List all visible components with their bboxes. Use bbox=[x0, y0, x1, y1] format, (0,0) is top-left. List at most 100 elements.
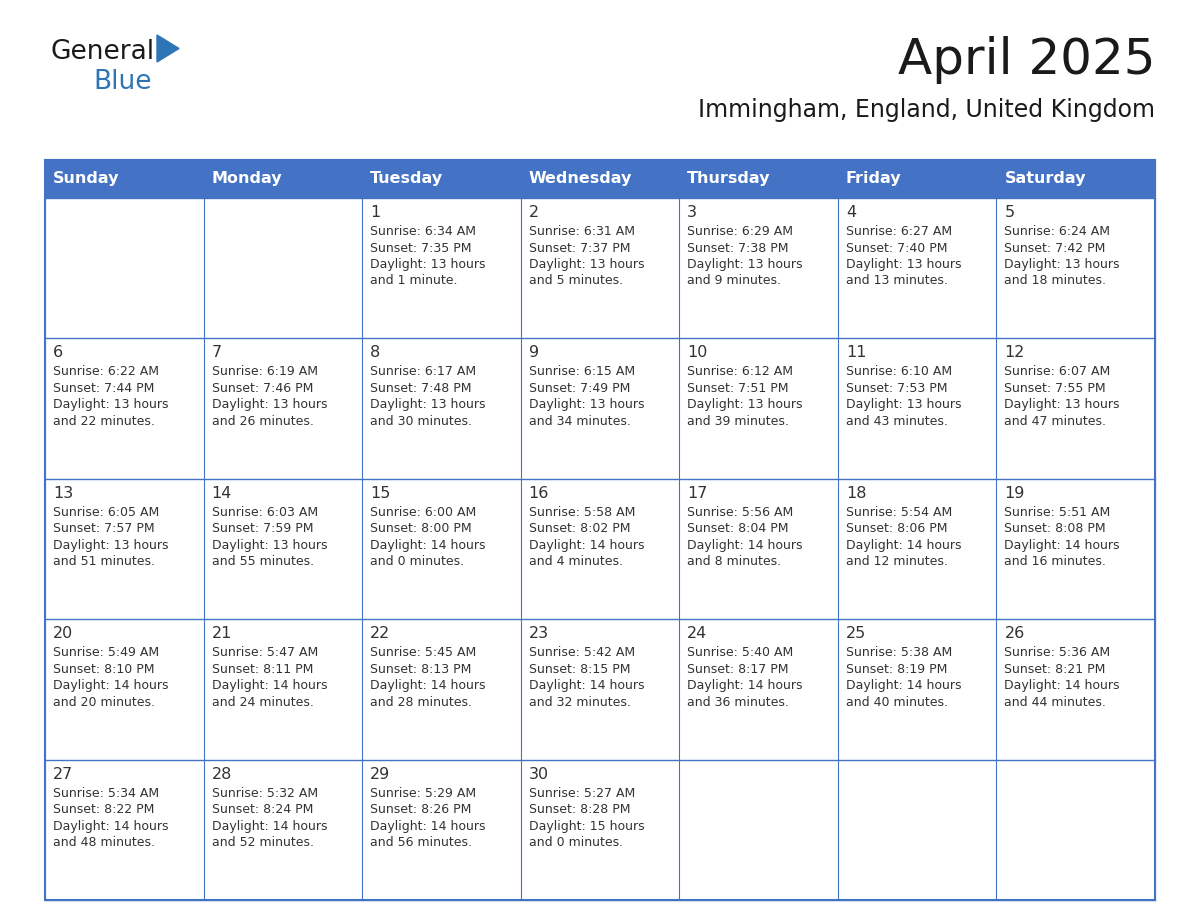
Text: Sunset: 8:13 PM: Sunset: 8:13 PM bbox=[371, 663, 472, 676]
Bar bbox=[520, 339, 680, 479]
Text: Daylight: 14 hours: Daylight: 14 hours bbox=[211, 679, 327, 692]
Text: Sunset: 8:22 PM: Sunset: 8:22 PM bbox=[53, 803, 154, 816]
Text: 22: 22 bbox=[371, 626, 391, 641]
Text: Sunrise: 5:51 AM: Sunrise: 5:51 AM bbox=[1004, 506, 1111, 519]
Text: Friday: Friday bbox=[846, 172, 902, 186]
Text: Sunrise: 6:22 AM: Sunrise: 6:22 AM bbox=[53, 365, 159, 378]
Text: 3: 3 bbox=[688, 205, 697, 220]
Text: Immingham, England, United Kingdom: Immingham, England, United Kingdom bbox=[699, 98, 1155, 122]
Bar bbox=[838, 339, 997, 479]
Text: Sunset: 8:28 PM: Sunset: 8:28 PM bbox=[529, 803, 630, 816]
Text: and 51 minutes.: and 51 minutes. bbox=[53, 555, 154, 568]
Text: and 30 minutes.: and 30 minutes. bbox=[371, 415, 472, 428]
Text: Sunset: 7:57 PM: Sunset: 7:57 PM bbox=[53, 522, 154, 535]
Text: Daylight: 14 hours: Daylight: 14 hours bbox=[371, 820, 486, 833]
Text: Thursday: Thursday bbox=[688, 172, 771, 186]
Bar bbox=[520, 198, 680, 339]
Text: 24: 24 bbox=[688, 626, 708, 641]
Text: 6: 6 bbox=[53, 345, 63, 361]
Text: Sunset: 8:10 PM: Sunset: 8:10 PM bbox=[53, 663, 154, 676]
Text: Tuesday: Tuesday bbox=[371, 172, 443, 186]
Text: 21: 21 bbox=[211, 626, 232, 641]
Bar bbox=[838, 759, 997, 900]
Text: Daylight: 14 hours: Daylight: 14 hours bbox=[53, 679, 169, 692]
Text: Sunset: 7:44 PM: Sunset: 7:44 PM bbox=[53, 382, 154, 395]
Text: Daylight: 13 hours: Daylight: 13 hours bbox=[846, 398, 961, 411]
Text: 1: 1 bbox=[371, 205, 380, 220]
Bar bbox=[838, 479, 997, 620]
Text: Sunset: 8:02 PM: Sunset: 8:02 PM bbox=[529, 522, 630, 535]
Text: and 43 minutes.: and 43 minutes. bbox=[846, 415, 948, 428]
Text: Daylight: 14 hours: Daylight: 14 hours bbox=[371, 539, 486, 552]
Text: 28: 28 bbox=[211, 767, 232, 781]
Bar bbox=[997, 198, 1155, 339]
Text: and 13 minutes.: and 13 minutes. bbox=[846, 274, 948, 287]
Text: Sunrise: 5:56 AM: Sunrise: 5:56 AM bbox=[688, 506, 794, 519]
Text: and 56 minutes.: and 56 minutes. bbox=[371, 836, 472, 849]
Bar bbox=[997, 339, 1155, 479]
Text: Daylight: 14 hours: Daylight: 14 hours bbox=[529, 539, 644, 552]
Text: 25: 25 bbox=[846, 626, 866, 641]
Text: and 0 minutes.: and 0 minutes. bbox=[371, 555, 465, 568]
Text: and 28 minutes.: and 28 minutes. bbox=[371, 696, 472, 709]
Text: Sunrise: 5:29 AM: Sunrise: 5:29 AM bbox=[371, 787, 476, 800]
Text: and 5 minutes.: and 5 minutes. bbox=[529, 274, 623, 287]
Text: Sunrise: 6:27 AM: Sunrise: 6:27 AM bbox=[846, 225, 952, 238]
Text: Daylight: 14 hours: Daylight: 14 hours bbox=[529, 679, 644, 692]
Text: 5: 5 bbox=[1004, 205, 1015, 220]
Text: Sunrise: 6:15 AM: Sunrise: 6:15 AM bbox=[529, 365, 634, 378]
Text: Sunrise: 5:38 AM: Sunrise: 5:38 AM bbox=[846, 646, 952, 659]
Bar bbox=[680, 479, 838, 620]
Text: 27: 27 bbox=[53, 767, 74, 781]
Text: Daylight: 13 hours: Daylight: 13 hours bbox=[529, 398, 644, 411]
Text: Sunrise: 6:10 AM: Sunrise: 6:10 AM bbox=[846, 365, 952, 378]
Text: Daylight: 13 hours: Daylight: 13 hours bbox=[371, 398, 486, 411]
Text: Daylight: 14 hours: Daylight: 14 hours bbox=[211, 820, 327, 833]
Bar bbox=[838, 198, 997, 339]
Bar bbox=[362, 339, 520, 479]
Text: Sunrise: 6:19 AM: Sunrise: 6:19 AM bbox=[211, 365, 317, 378]
Bar bbox=[45, 198, 203, 339]
Text: and 0 minutes.: and 0 minutes. bbox=[529, 836, 623, 849]
Text: 9: 9 bbox=[529, 345, 539, 361]
Text: and 4 minutes.: and 4 minutes. bbox=[529, 555, 623, 568]
Bar bbox=[680, 620, 838, 759]
Text: Sunset: 7:59 PM: Sunset: 7:59 PM bbox=[211, 522, 314, 535]
Text: Daylight: 13 hours: Daylight: 13 hours bbox=[1004, 398, 1120, 411]
Text: Sunset: 7:38 PM: Sunset: 7:38 PM bbox=[688, 241, 789, 254]
Text: and 1 minute.: and 1 minute. bbox=[371, 274, 457, 287]
Text: Daylight: 14 hours: Daylight: 14 hours bbox=[846, 539, 961, 552]
Text: 11: 11 bbox=[846, 345, 866, 361]
Text: Sunrise: 6:17 AM: Sunrise: 6:17 AM bbox=[371, 365, 476, 378]
Text: Daylight: 14 hours: Daylight: 14 hours bbox=[1004, 539, 1120, 552]
Bar bbox=[203, 198, 362, 339]
Text: Sunrise: 6:00 AM: Sunrise: 6:00 AM bbox=[371, 506, 476, 519]
Text: 29: 29 bbox=[371, 767, 391, 781]
Text: April 2025: April 2025 bbox=[897, 36, 1155, 84]
Text: Sunrise: 5:40 AM: Sunrise: 5:40 AM bbox=[688, 646, 794, 659]
Bar bbox=[520, 160, 680, 198]
Text: Sunrise: 6:29 AM: Sunrise: 6:29 AM bbox=[688, 225, 794, 238]
Text: Daylight: 13 hours: Daylight: 13 hours bbox=[846, 258, 961, 271]
Text: and 9 minutes.: and 9 minutes. bbox=[688, 274, 782, 287]
Bar bbox=[997, 620, 1155, 759]
Text: and 12 minutes.: and 12 minutes. bbox=[846, 555, 948, 568]
Text: Sunrise: 5:49 AM: Sunrise: 5:49 AM bbox=[53, 646, 159, 659]
Text: Daylight: 13 hours: Daylight: 13 hours bbox=[53, 398, 169, 411]
Text: 16: 16 bbox=[529, 486, 549, 501]
Text: Sunset: 7:49 PM: Sunset: 7:49 PM bbox=[529, 382, 630, 395]
Text: Daylight: 13 hours: Daylight: 13 hours bbox=[53, 539, 169, 552]
Text: Sunrise: 6:31 AM: Sunrise: 6:31 AM bbox=[529, 225, 634, 238]
Text: and 55 minutes.: and 55 minutes. bbox=[211, 555, 314, 568]
Text: 20: 20 bbox=[53, 626, 74, 641]
Text: Sunset: 7:55 PM: Sunset: 7:55 PM bbox=[1004, 382, 1106, 395]
Text: Daylight: 13 hours: Daylight: 13 hours bbox=[688, 398, 803, 411]
Text: and 18 minutes.: and 18 minutes. bbox=[1004, 274, 1106, 287]
Text: Sunset: 7:35 PM: Sunset: 7:35 PM bbox=[371, 241, 472, 254]
Bar bbox=[45, 479, 203, 620]
Text: Sunrise: 6:12 AM: Sunrise: 6:12 AM bbox=[688, 365, 794, 378]
Text: and 44 minutes.: and 44 minutes. bbox=[1004, 696, 1106, 709]
Bar bbox=[45, 160, 203, 198]
Text: and 48 minutes.: and 48 minutes. bbox=[53, 836, 154, 849]
Text: Sunrise: 5:34 AM: Sunrise: 5:34 AM bbox=[53, 787, 159, 800]
